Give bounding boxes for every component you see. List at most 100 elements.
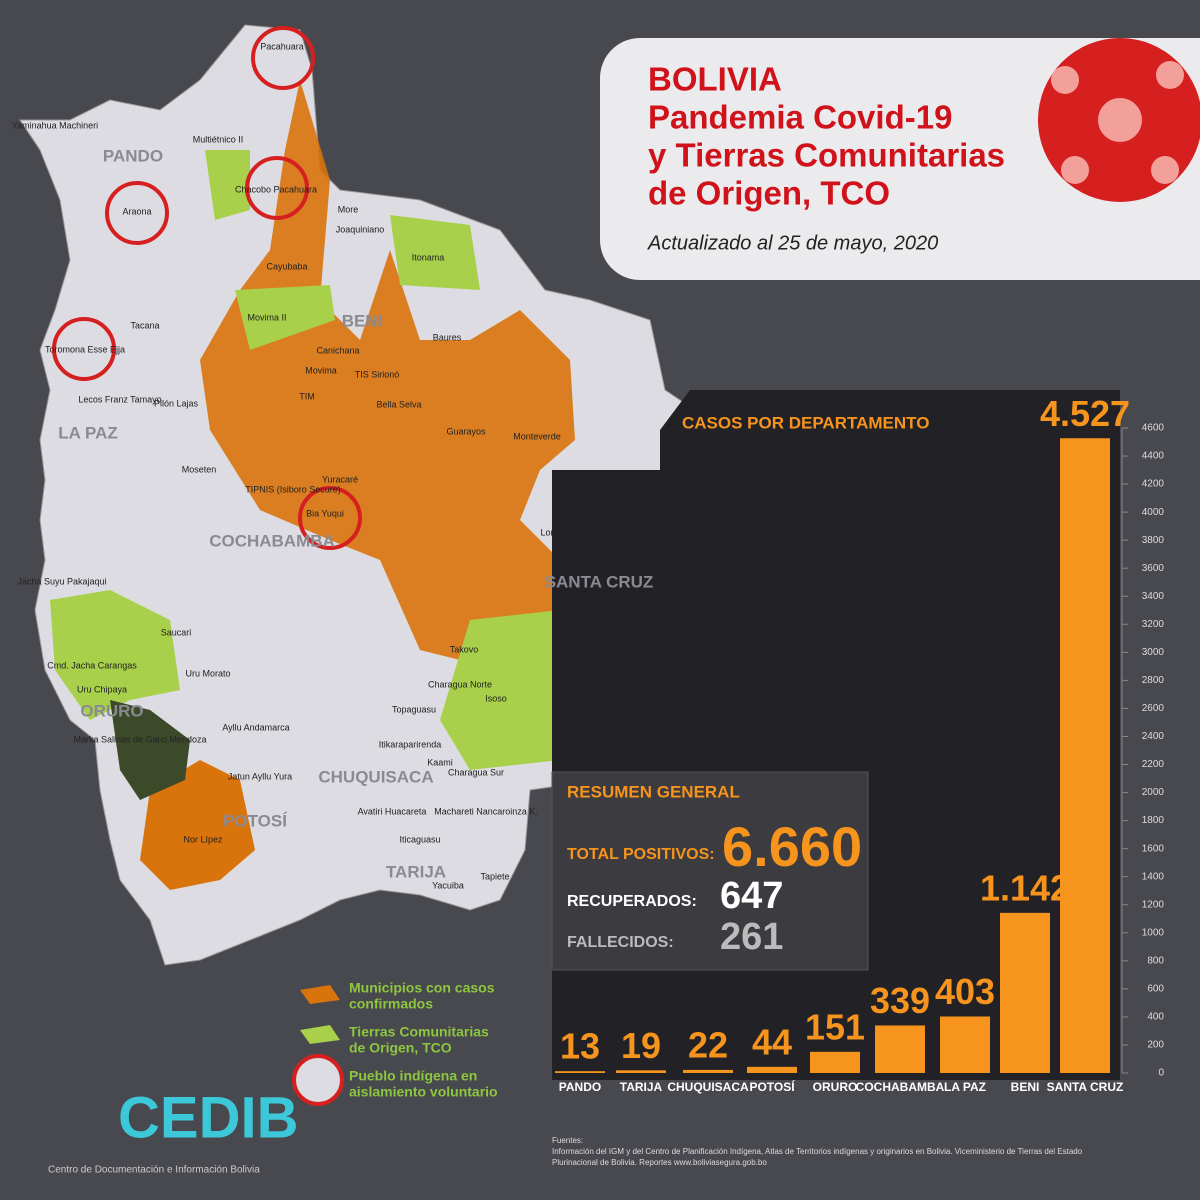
- department-label: SANTA CRUZ: [545, 572, 654, 591]
- department-label: CHUQUISACA: [318, 767, 433, 786]
- bar: [1000, 912, 1050, 1073]
- logo-tagline: Centro de Documentación e Información Bo…: [48, 1165, 260, 1176]
- map-label: Otuquis I: [763, 642, 799, 652]
- x-tick-label: COCHABAMBA: [856, 1080, 945, 1094]
- department-label: POTOSÍ: [223, 811, 288, 830]
- map-label: Lecos Franz Tamayo: [78, 394, 161, 404]
- bar: [940, 1016, 990, 1073]
- map-label: Cayubaba: [266, 261, 307, 271]
- value-label: 151: [805, 1006, 865, 1047]
- bar: [555, 1071, 605, 1073]
- y-tick-label: 1400: [1142, 871, 1165, 882]
- y-tick-label: 1600: [1142, 843, 1165, 854]
- y-tick-label: 1200: [1142, 899, 1165, 910]
- value-label: 19: [621, 1025, 661, 1066]
- map-label: Iticaguasu: [399, 834, 440, 844]
- legend-label: confirmados: [349, 996, 433, 1012]
- department-label: TARIJA: [386, 862, 446, 881]
- department-label: ORURO: [80, 701, 143, 720]
- title-line: de Origen, TCO: [648, 175, 890, 212]
- y-tick-label: 2600: [1142, 703, 1165, 714]
- cases-area: [140, 760, 255, 890]
- department-label: PANDO: [103, 146, 163, 165]
- y-tick-label: 2200: [1142, 759, 1165, 770]
- cases-area: [200, 80, 750, 665]
- summary-value: 6.660: [722, 815, 862, 878]
- map-label: Rincón del Tigre: [787, 614, 852, 624]
- map-label: Cmd. Jacha Carangas: [47, 660, 137, 670]
- summary-value: 261: [720, 916, 783, 958]
- title-line: BOLIVIA: [648, 61, 782, 98]
- map-label: TIS Sirionó: [355, 369, 400, 379]
- value-label: 44: [752, 1021, 792, 1062]
- department-label: LA PAZ: [58, 423, 118, 442]
- y-tick-label: 2400: [1142, 731, 1165, 742]
- sources-heading: Fuentes:: [552, 1136, 583, 1145]
- value-label: 1.142: [980, 867, 1070, 908]
- summary-title: RESUMEN GENERAL: [567, 782, 740, 801]
- y-tick-label: 3000: [1142, 647, 1165, 658]
- isolation-circle: [251, 26, 315, 90]
- legend-label: Pueblo indígena en: [349, 1068, 477, 1084]
- title-line: y Tierras Comunitarias: [648, 137, 1005, 174]
- map-label: Uru Morato: [185, 668, 230, 678]
- tco-area: [110, 700, 190, 800]
- map-label: Avatiri Huacareta: [358, 806, 427, 816]
- map-label: Kaami: [427, 757, 453, 767]
- map-label: Tacana: [130, 320, 159, 330]
- x-tick-label: POTOSÍ: [749, 1079, 795, 1094]
- department-label: BENI: [342, 311, 383, 330]
- legend-swatch: [300, 985, 340, 1004]
- y-tick-label: 1000: [1142, 927, 1165, 938]
- map-label: Itonama: [412, 252, 445, 262]
- map-label: Kaa Iya: [575, 679, 606, 689]
- value-label: 339: [870, 980, 930, 1021]
- y-tick-label: 3800: [1142, 535, 1165, 546]
- y-tick-label: 3200: [1142, 619, 1165, 630]
- map-label: Machareti Nancaroinza K.: [434, 806, 538, 816]
- map-label: Canichana: [316, 345, 359, 355]
- summary-label: RECUPERADOS:: [567, 893, 697, 910]
- map-label: Uru Chipaya: [77, 684, 127, 694]
- y-tick-label: 200: [1147, 1040, 1164, 1051]
- y-tick-label: 2800: [1142, 675, 1165, 686]
- map-label: Guarayos: [446, 426, 486, 436]
- y-tick-label: 3600: [1142, 563, 1165, 574]
- x-tick-label: ORURO: [813, 1080, 858, 1094]
- map-label: Tapiete: [480, 871, 509, 881]
- map-label: Bia Yuqui: [306, 508, 344, 518]
- map-label: Lomerío: [540, 527, 573, 537]
- map-label: Ayllu Andamarca: [222, 722, 289, 732]
- map-label: Bella Selva: [376, 399, 421, 409]
- map-label: Pacahuara: [260, 41, 304, 51]
- summary-label: FALLECIDOS:: [567, 934, 674, 951]
- map-label: Jatun Ayllu Yura: [228, 771, 292, 781]
- summary-value: 647: [720, 875, 783, 917]
- subtitle: Actualizado al 25 de mayo, 2020: [647, 232, 938, 254]
- sources-line: Información del IGM y del Centro de Plan…: [552, 1147, 1083, 1156]
- value-label: 4.527: [1040, 393, 1130, 434]
- value-label: 22: [688, 1024, 728, 1065]
- map-label: Pantanal: [760, 581, 796, 591]
- isolation-circle: [298, 486, 362, 550]
- y-tick-label: 4600: [1142, 423, 1165, 434]
- map-label: Yaminahua Machineri: [12, 120, 98, 130]
- tco-area: [235, 285, 335, 350]
- y-tick-label: 2000: [1142, 787, 1165, 798]
- map-label: Takovo: [450, 644, 479, 654]
- legend: [292, 985, 344, 1106]
- map-label: Moseten: [182, 464, 217, 474]
- value-label: 13: [560, 1026, 600, 1067]
- bar: [1060, 438, 1110, 1074]
- map-label: Araona: [122, 206, 151, 216]
- map-label: Topaguasu: [392, 704, 436, 714]
- title-box: [600, 38, 1200, 280]
- y-tick-label: 800: [1147, 955, 1164, 966]
- legend-swatch: [300, 1025, 340, 1044]
- map-label: Marka Salinas de Garci Mendoza: [73, 734, 206, 744]
- logo-name: CEDIB: [118, 1085, 298, 1150]
- map-label: TIM: [299, 391, 315, 401]
- value-label: 403: [935, 971, 995, 1012]
- x-tick-label: CHUQUISACA: [667, 1080, 749, 1094]
